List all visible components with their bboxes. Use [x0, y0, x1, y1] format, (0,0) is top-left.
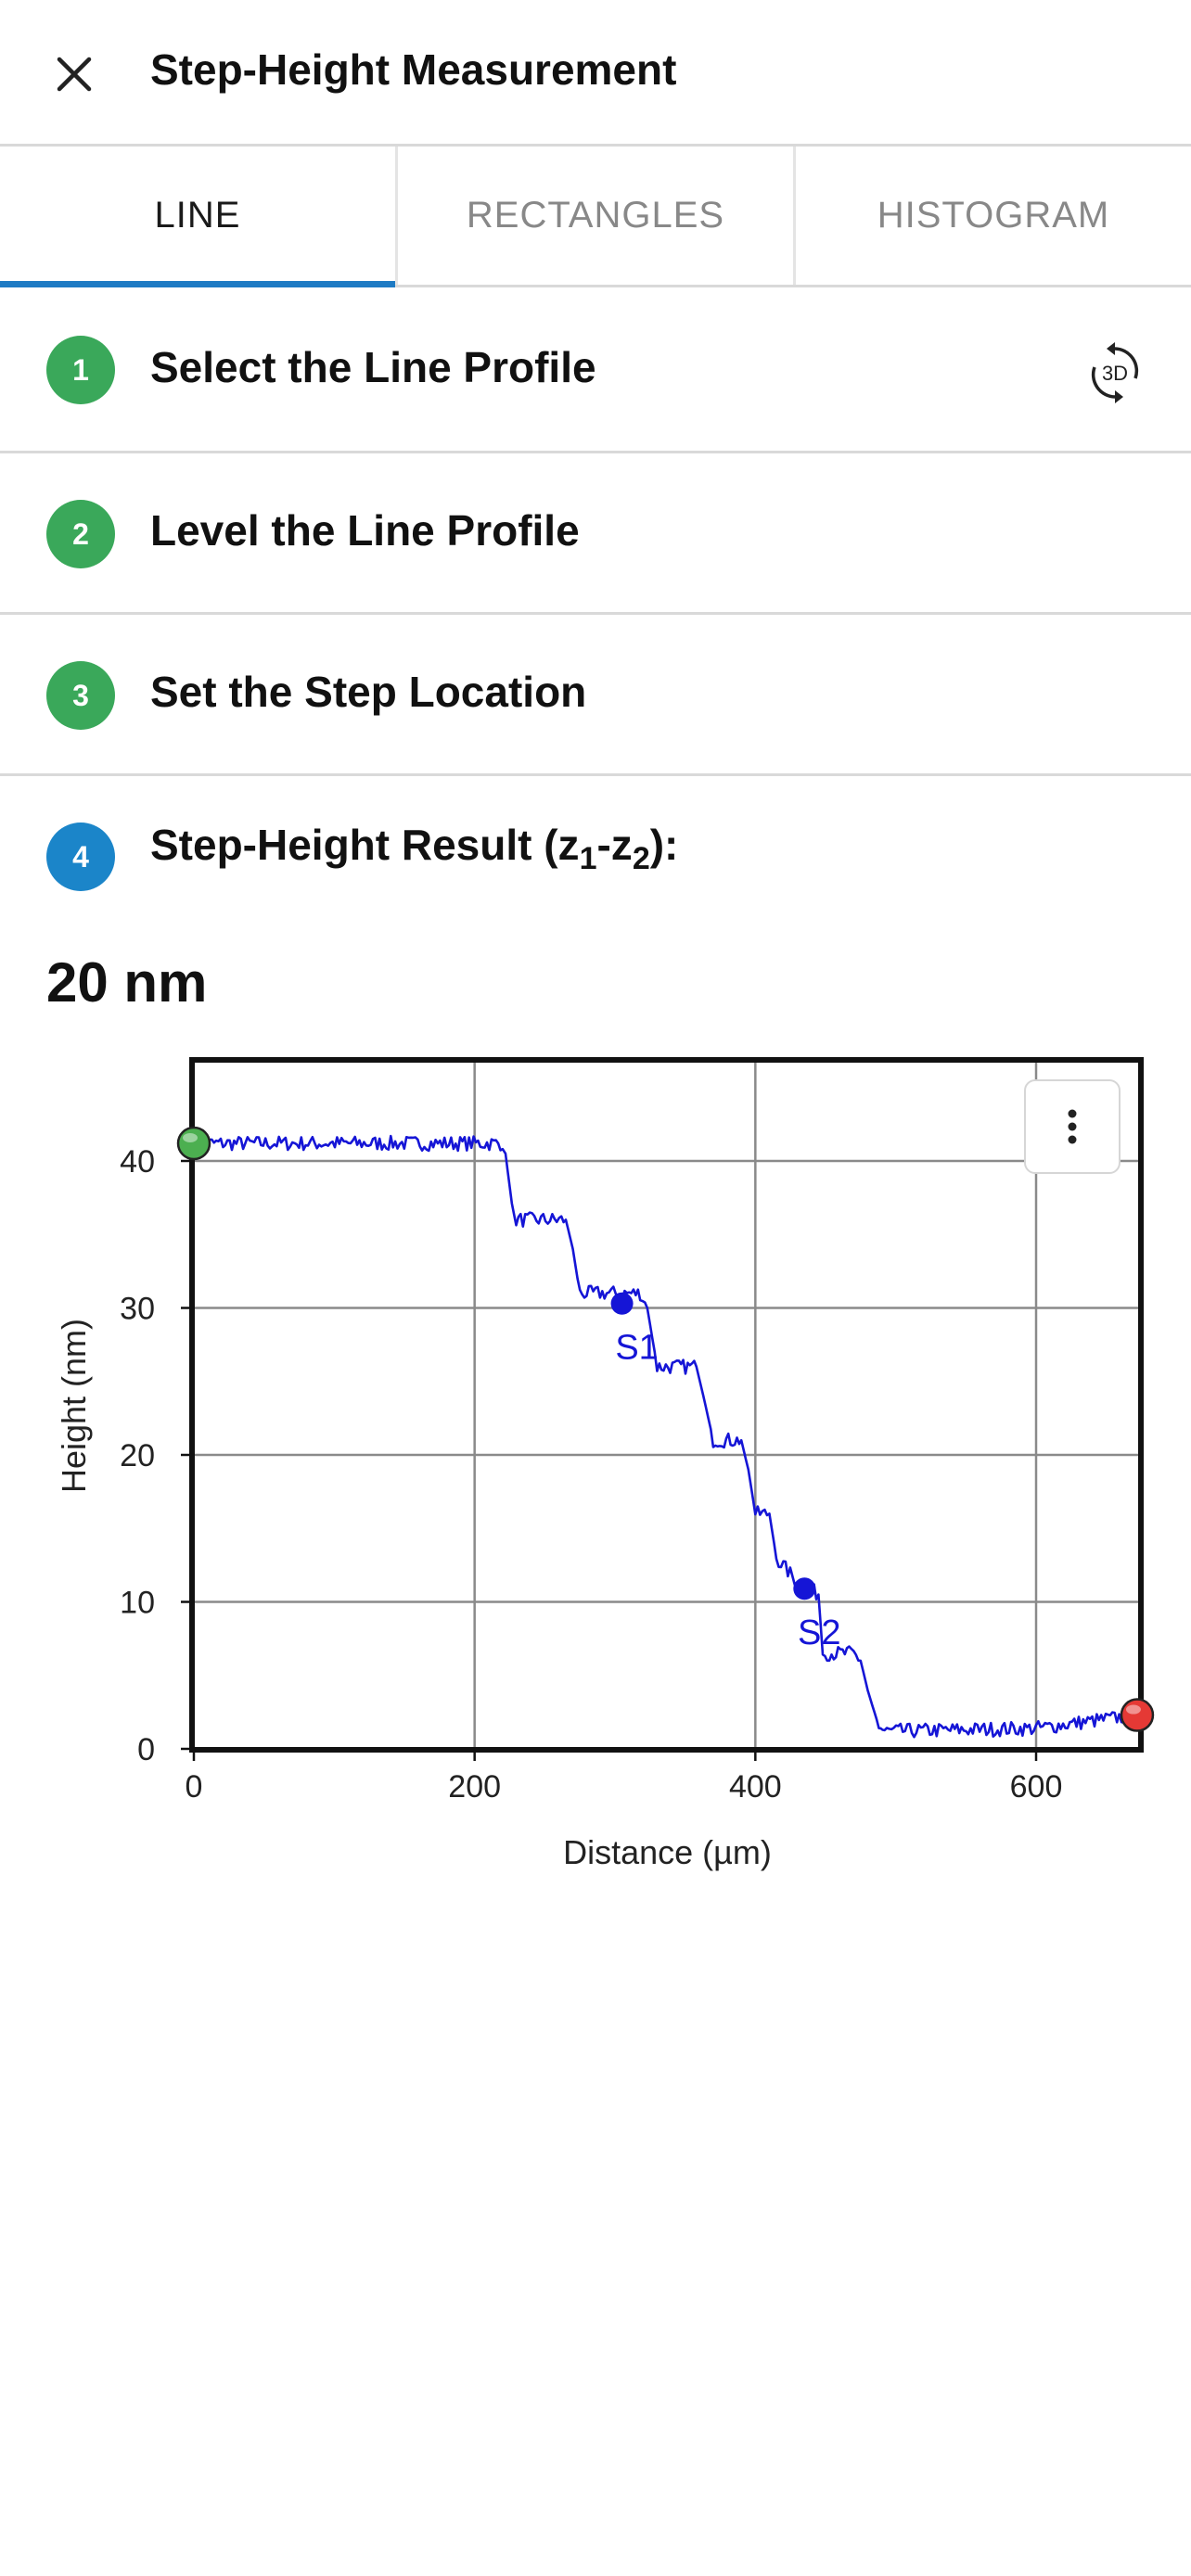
step-1-row[interactable]: 1 Select the Line Profile	[0, 287, 1191, 453]
y-axis-label: Height (nm)	[55, 1319, 93, 1493]
step-3-row[interactable]: 3 Set the Step Location	[0, 615, 1191, 776]
y-tick-label: 20	[120, 1438, 155, 1473]
tab-line[interactable]: LINE	[0, 147, 395, 287]
x-tick-label: 0	[186, 1769, 203, 1804]
step-marker-s2	[793, 1577, 816, 1600]
step-2-row[interactable]: 2 Level the Line Profile	[0, 453, 1191, 615]
view-3d-button[interactable]: 3D	[1082, 339, 1148, 406]
end-handle[interactable]	[1120, 1698, 1155, 1732]
tab-histogram[interactable]: HISTOGRAM	[793, 147, 1191, 285]
3d-rotate-icon: 3D	[1091, 342, 1139, 403]
more-vertical-icon	[1068, 1109, 1077, 1144]
chart-menu-button[interactable]	[1024, 1079, 1121, 1174]
step-marker-s1	[610, 1292, 634, 1315]
step-4-badge: 4	[46, 823, 115, 891]
tab-bar: LINE RECTANGLES HISTOGRAM	[0, 147, 1191, 287]
handle-highlight	[1125, 1704, 1141, 1715]
plot-frame	[189, 1057, 1144, 1753]
step-3-label: Set the Step Location	[150, 668, 587, 716]
page-title: Step-Height Measurement	[150, 45, 677, 94]
profile-line-series-1	[192, 1134, 1139, 1739]
step-1-label: Select the Line Profile	[150, 343, 596, 391]
tab-rectangles[interactable]: RECTANGLES	[395, 147, 793, 285]
close-button[interactable]	[46, 46, 102, 102]
plot-area	[192, 1060, 1141, 1750]
y-tick-label: 30	[120, 1292, 155, 1327]
step-marker-label: S2	[798, 1613, 840, 1652]
y-tick-label: 40	[120, 1144, 155, 1180]
x-axis-label: Distance (µm)	[563, 1833, 772, 1871]
step-4-label: Step-Height Result (z1-z2):	[150, 821, 679, 877]
y-tick-label: 10	[120, 1586, 155, 1621]
step-3-badge: 3	[46, 661, 115, 730]
close-icon	[57, 57, 92, 92]
handle-highlight	[183, 1132, 198, 1142]
top-app-bar: Step-Height Measurement	[0, 0, 1191, 147]
step-height-result-value: 20 nm	[46, 951, 208, 1014]
svg-text:3D: 3D	[1102, 362, 1128, 385]
start-handle[interactable]	[176, 1126, 211, 1161]
step-4-row: 4 Step-Height Result (z1-z2):	[0, 776, 1191, 915]
step-2-badge: 2	[46, 500, 115, 568]
x-tick-label: 200	[448, 1769, 501, 1804]
step-2-label: Level the Line Profile	[150, 506, 580, 555]
step-marker-label: S1	[615, 1329, 658, 1368]
line-profile-chart[interactable]: 0 200 400 600 0 10 20 30 40 Distance (µm) Height (…	[0, 1048, 1191, 1901]
y-tick-label: 0	[137, 1732, 155, 1767]
x-tick-label: 600	[1010, 1769, 1063, 1804]
step-1-badge: 1	[46, 336, 115, 404]
x-tick-label: 400	[729, 1769, 782, 1804]
